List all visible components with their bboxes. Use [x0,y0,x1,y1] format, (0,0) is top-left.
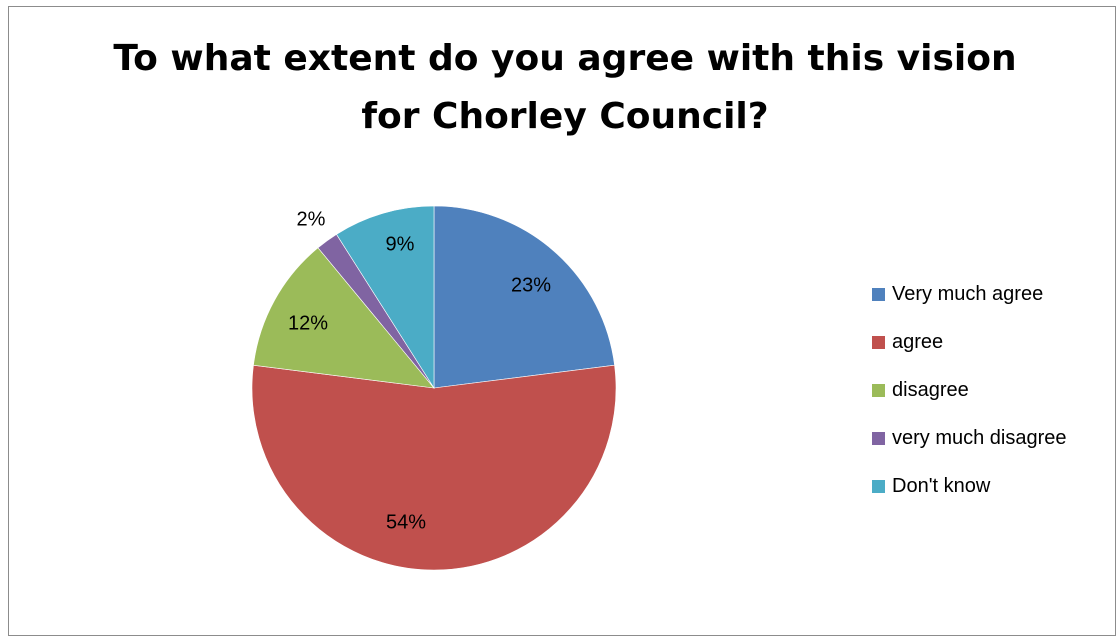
legend-label-very-much-agree: Very much agree [892,282,1044,305]
data-label-dont-know: 9% [386,233,415,255]
legend-item-dont-know: Don't know [872,470,1067,502]
pie-slice-agree [251,364,617,571]
chart-title: To what extent do you agree with this vi… [0,30,1120,146]
legend-swatch-dont-know [872,479,885,493]
legend-item-very-much-disagree: very much disagree [872,422,1067,454]
pie-slice-disagree [253,247,435,389]
legend-label-disagree: disagree [892,378,969,401]
legend-item-disagree: disagree [872,374,1067,406]
legend-swatch-agree [872,335,885,349]
legend-label-very-much-disagree: very much disagree [892,426,1067,449]
legend: Very much agree agree disagree very much… [872,278,1067,518]
chart-title-line-1: To what extent do you agree with this vi… [113,38,1017,79]
legend-label-agree: agree [892,330,944,353]
legend-label-dont-know: Don't know [892,474,991,497]
data-label-disagree: 12% [288,312,328,334]
data-label-agree: 54% [386,511,426,533]
chart-title-line-2: for Chorley Council? [361,96,769,137]
legend-swatch-very-much-disagree [872,431,885,445]
pie-slice-very-much-agree [433,205,615,389]
legend-item-very-much-agree: Very much agree [872,278,1067,310]
legend-item-agree: agree [872,326,1067,358]
legend-swatch-very-much-agree [872,287,885,301]
legend-swatch-disagree [872,383,885,397]
data-label-very-much-disagree: 2% [297,208,326,230]
pie-slice-dont-know [336,205,435,390]
data-label-very-much-agree: 23% [511,274,551,296]
